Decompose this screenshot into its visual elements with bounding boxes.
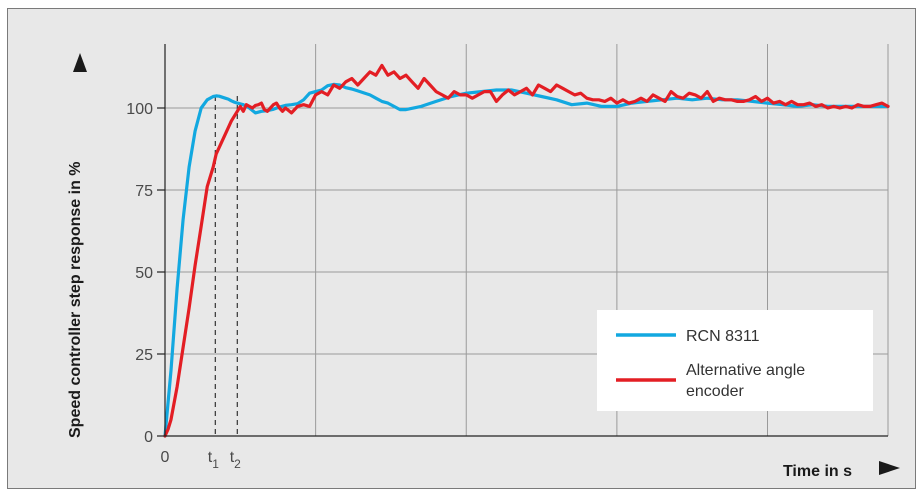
x-tick-label: t2 <box>230 449 241 471</box>
y-tick-label: 50 <box>135 265 153 282</box>
x-axis-arrow-icon <box>879 461 900 475</box>
x-tick-label-main: t <box>230 449 235 466</box>
y-ticks: 0 25 50 75 100 <box>126 101 165 446</box>
x-tick-label-main: 0 <box>161 449 170 466</box>
y-tick-label: 0 <box>144 429 153 446</box>
axes <box>164 44 888 437</box>
y-axis-title: Speed controller step response in % <box>67 161 84 438</box>
y-tick-label: 100 <box>126 101 153 118</box>
x-tick-label: t1 <box>208 449 219 471</box>
legend: RCN 8311 Alternative angle encoder <box>597 310 873 411</box>
y-tick-label: 25 <box>135 347 153 364</box>
x-tick-label: 0 <box>161 449 170 466</box>
x-tick-label-main: t <box>208 449 213 466</box>
series-line-alternative-angle-encoder <box>163 63 890 438</box>
x-ticks: 0 t1 t2 <box>161 449 242 471</box>
legend-label-line-2: encoder <box>686 383 744 400</box>
series-group <box>163 63 890 438</box>
x-axis-title: Time in s <box>783 463 852 480</box>
x-tick-label-subscript: 1 <box>212 457 219 471</box>
figure-frame <box>7 8 916 489</box>
legend-label-rcn-8311: RCN 8311 <box>686 328 760 345</box>
legend-label-line-1: Alternative angle <box>686 362 805 379</box>
legend-box <box>597 310 873 411</box>
legend-label-alternative-angle-encoder: Alternative angle encoder <box>686 362 810 400</box>
y-axis-arrow-icon <box>73 53 87 72</box>
y-tick-label: 75 <box>135 183 153 200</box>
series-line-rcn-8311 <box>163 82 890 438</box>
x-tick-label-subscript: 2 <box>234 457 241 471</box>
